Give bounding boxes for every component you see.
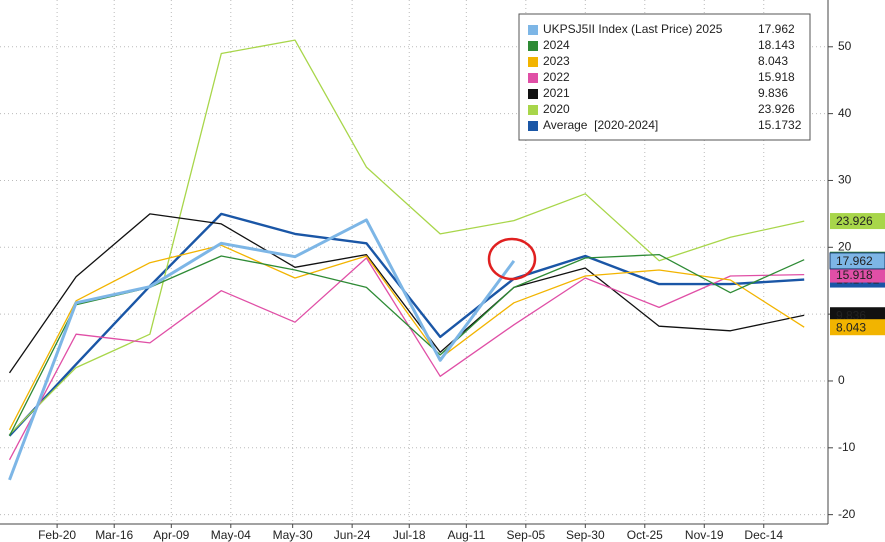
legend-value: 23.926 bbox=[758, 102, 795, 116]
value-tag bbox=[829, 252, 885, 270]
legend-label: 2024 bbox=[543, 38, 570, 52]
legend-label: UKPSJ5II Index (Last Price) 2025 bbox=[543, 22, 723, 36]
legend-label: 2021 bbox=[543, 86, 570, 100]
legend-value: 18.143 bbox=[758, 38, 795, 52]
series-line bbox=[8, 244, 805, 431]
legend-swatch bbox=[528, 105, 538, 115]
value-tag-label: 9.836 bbox=[836, 308, 866, 322]
legend-swatch bbox=[528, 25, 538, 35]
y-tick-label: 40 bbox=[838, 106, 852, 120]
series-line bbox=[9, 39, 805, 435]
legend-swatch bbox=[528, 121, 538, 131]
x-tick-label: Aug-11 bbox=[447, 528, 485, 542]
value-tag-label: 17.962 bbox=[836, 254, 873, 268]
x-tick-label: Jul-18 bbox=[393, 528, 426, 542]
legend-swatch bbox=[528, 41, 538, 51]
legend-label: Average [2020-2024] bbox=[543, 118, 658, 132]
x-tick-label: Feb-20 bbox=[38, 528, 76, 542]
legend-swatch bbox=[528, 89, 538, 99]
value-tag-label: 23.926 bbox=[836, 214, 873, 228]
legend-value: 9.836 bbox=[758, 86, 788, 100]
y-tick-label: 0 bbox=[838, 373, 845, 387]
value-tag-label: 15.918 bbox=[836, 268, 873, 282]
x-tick-label: May-30 bbox=[273, 528, 313, 542]
value-tag bbox=[830, 319, 885, 336]
legend-box bbox=[518, 13, 811, 141]
x-tick-label: Sep-30 bbox=[566, 528, 605, 542]
x-tick-label: Apr-09 bbox=[153, 528, 189, 542]
x-tick-label: Jun-24 bbox=[334, 528, 371, 542]
legend-label: 2020 bbox=[543, 102, 570, 116]
series-line bbox=[8, 213, 805, 374]
x-tick-label: Mar-16 bbox=[95, 528, 133, 542]
x-tick-label: May-04 bbox=[211, 528, 251, 542]
series-line bbox=[8, 218, 516, 481]
legend-value: 8.043 bbox=[758, 54, 788, 68]
legend-label: 2022 bbox=[543, 70, 570, 84]
y-tick-label: -10 bbox=[838, 440, 856, 454]
x-tick-label: Oct-25 bbox=[627, 528, 663, 542]
x-tick-label: Dec-14 bbox=[744, 528, 783, 542]
legend-value: 17.962 bbox=[758, 22, 795, 36]
series-line bbox=[8, 257, 805, 461]
legend-value: 15.1732 bbox=[758, 118, 802, 132]
y-tick-label: 20 bbox=[838, 239, 852, 253]
legend-swatch bbox=[528, 57, 538, 67]
y-tick-label: 50 bbox=[838, 39, 852, 53]
y-tick-label: 30 bbox=[838, 173, 852, 187]
y-tick-label: -20 bbox=[838, 507, 856, 521]
legend-swatch bbox=[528, 73, 538, 83]
value-tag bbox=[830, 266, 885, 283]
value-tag bbox=[830, 213, 885, 230]
legend-label: 2023 bbox=[543, 54, 570, 68]
legend-value: 15.918 bbox=[758, 70, 795, 84]
x-tick-label: Nov-19 bbox=[685, 528, 724, 542]
highlight-circle bbox=[487, 237, 537, 281]
value-tag-label: 8.043 bbox=[836, 320, 866, 334]
series-line bbox=[8, 253, 805, 437]
x-tick-label: Sep-05 bbox=[506, 528, 545, 542]
